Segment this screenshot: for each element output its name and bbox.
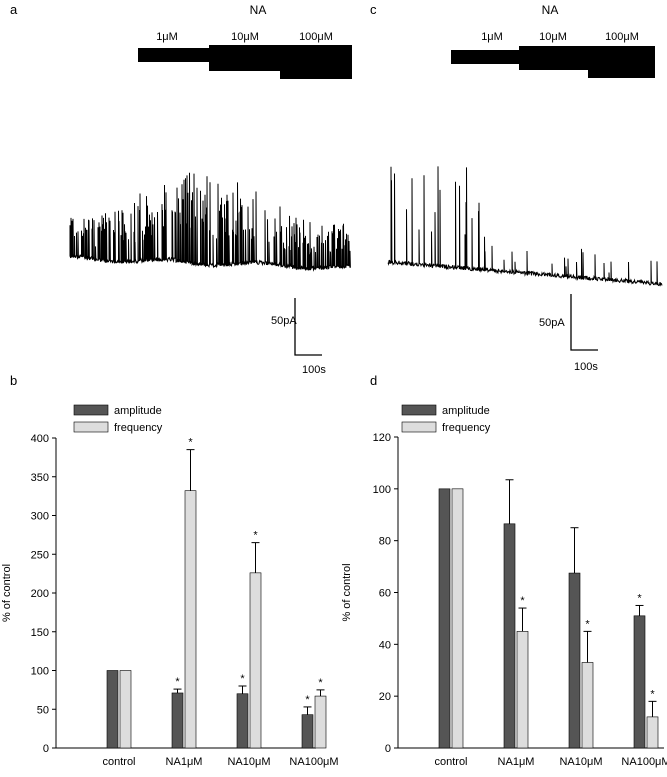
legend-swatch-amplitude bbox=[401, 404, 437, 416]
conc-label-1: 1μM bbox=[156, 31, 178, 43]
y-tick-label: 20 bbox=[379, 691, 391, 703]
bar-amplitude bbox=[171, 692, 184, 749]
drug-bar-3 bbox=[588, 46, 655, 78]
panel-label-b: b bbox=[10, 373, 17, 388]
drug-bar-2 bbox=[519, 46, 588, 70]
significance-marker: * bbox=[305, 694, 310, 706]
y-tick-label: 200 bbox=[31, 588, 49, 600]
trace-panel-a: NA 1μM 10μM 100μM 50pA 100s bbox=[69, 3, 352, 376]
conc-label-3: 100μM bbox=[605, 31, 639, 43]
significance-marker: * bbox=[585, 618, 590, 630]
bar-amplitude bbox=[438, 488, 451, 749]
x-tick-label: NA100μM bbox=[289, 756, 338, 768]
conc-label-2: 10μM bbox=[231, 31, 259, 43]
bar-amplitude bbox=[503, 523, 516, 749]
y-tick-label: 300 bbox=[31, 511, 49, 523]
drug-bar-2 bbox=[209, 45, 280, 71]
significance-marker: * bbox=[650, 688, 655, 700]
bar-chart-b: 0 50 100 150 200 250 300 350 400 % of control cont… bbox=[1, 404, 339, 768]
bar-amplitude bbox=[106, 670, 119, 749]
x-tick-label: NA10μM bbox=[559, 756, 602, 768]
scalebar bbox=[570, 294, 598, 351]
y-tick-label: 0 bbox=[385, 743, 391, 755]
panel-label-d: d bbox=[370, 373, 377, 388]
bar-amplitude bbox=[633, 615, 646, 749]
conc-label-3: 100μM bbox=[299, 31, 333, 43]
panel-label-a: a bbox=[10, 2, 18, 17]
legend-label-amplitude: amplitude bbox=[442, 405, 490, 417]
legend-label-frequency: frequency bbox=[114, 422, 163, 434]
drug-bar-1 bbox=[138, 48, 209, 62]
bar-amplitude bbox=[236, 693, 249, 749]
bar-frequency bbox=[119, 670, 132, 749]
legend-swatch-frequency bbox=[73, 421, 109, 433]
conc-label-2: 10μM bbox=[539, 31, 567, 43]
y-tick-label: 50 bbox=[37, 704, 49, 716]
legend-label-amplitude: amplitude bbox=[114, 405, 162, 417]
drug-bar-1 bbox=[451, 50, 519, 64]
trace-panel-c: NA 1μM 10μM 100μM 50pA 100s bbox=[387, 3, 663, 373]
y-tick-label: 250 bbox=[31, 549, 49, 561]
bar-frequency bbox=[646, 716, 659, 749]
current-trace bbox=[69, 172, 351, 272]
panel-label-c: c bbox=[370, 2, 377, 17]
y-axis-label: % of control bbox=[341, 563, 353, 621]
bar-frequency bbox=[451, 488, 464, 749]
scalebar-time-label: 100s bbox=[574, 361, 598, 373]
bar-frequency bbox=[249, 572, 262, 749]
drug-label: NA bbox=[542, 3, 559, 17]
bar-frequency bbox=[184, 490, 197, 749]
significance-marker: * bbox=[520, 595, 525, 607]
y-tick-label: 120 bbox=[373, 432, 391, 444]
scalebar-current-label: 50pA bbox=[539, 317, 565, 329]
significance-marker: * bbox=[637, 592, 642, 604]
significance-marker: * bbox=[240, 673, 245, 685]
bar-chart-d: 0 20 40 60 80 100 120 % of control control NA1μM *… bbox=[341, 404, 667, 768]
significance-marker: * bbox=[188, 437, 193, 449]
y-tick-label: 100 bbox=[373, 484, 391, 496]
y-tick-label: 0 bbox=[43, 743, 49, 755]
legend-swatch-amplitude bbox=[73, 404, 109, 416]
drug-label: NA bbox=[250, 3, 267, 17]
legend-swatch-frequency bbox=[401, 421, 437, 433]
x-tick-label: NA100μM bbox=[621, 756, 667, 768]
conc-label-1: 1μM bbox=[481, 31, 503, 43]
bar-frequency bbox=[581, 662, 594, 749]
y-tick-label: 60 bbox=[379, 588, 391, 600]
y-tick-label: 80 bbox=[379, 536, 391, 548]
x-tick-label: NA10μM bbox=[227, 756, 270, 768]
x-tick-label: control bbox=[102, 756, 135, 768]
scalebar-current-label: 50pA bbox=[271, 315, 297, 327]
significance-marker: * bbox=[253, 530, 258, 542]
bar-frequency bbox=[516, 631, 529, 749]
y-tick-label: 350 bbox=[31, 472, 49, 484]
y-tick-label: 150 bbox=[31, 627, 49, 639]
x-tick-label: NA1μM bbox=[498, 756, 535, 768]
scalebar-time-label: 100s bbox=[302, 364, 326, 376]
bar-amplitude bbox=[568, 572, 581, 749]
y-tick-label: 100 bbox=[31, 666, 49, 678]
legend-label-frequency: frequency bbox=[442, 422, 491, 434]
x-tick-label: NA1μM bbox=[166, 756, 203, 768]
x-tick-label: control bbox=[434, 756, 467, 768]
current-trace bbox=[387, 166, 663, 287]
y-tick-label: 40 bbox=[379, 639, 391, 651]
drug-bar-3 bbox=[280, 45, 352, 79]
significance-marker: * bbox=[318, 677, 323, 689]
significance-marker: * bbox=[175, 676, 180, 688]
scalebar bbox=[294, 298, 322, 356]
y-tick-label: 400 bbox=[31, 433, 49, 445]
bar-amplitude bbox=[301, 714, 314, 749]
y-axis-label: % of control bbox=[1, 564, 13, 622]
bar-frequency bbox=[314, 695, 327, 749]
